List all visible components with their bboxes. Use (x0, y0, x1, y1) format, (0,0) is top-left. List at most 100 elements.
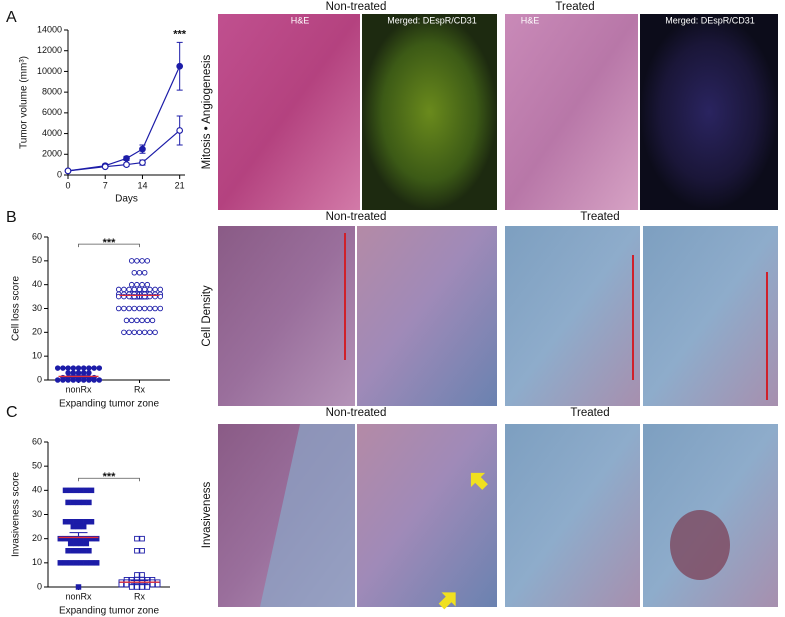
data-point (86, 370, 92, 376)
data-point (57, 560, 64, 566)
data-point (78, 519, 84, 525)
data-point (139, 145, 146, 153)
arrow-icon (470, 472, 488, 490)
data-point (96, 365, 103, 371)
data-point (60, 377, 66, 383)
data-point (91, 377, 97, 383)
y-tick-label: 10 (32, 351, 42, 361)
data-point (78, 540, 84, 547)
data-point (128, 584, 135, 590)
data-point (67, 560, 74, 566)
data-point (73, 487, 79, 494)
y-tick-label: 40 (32, 485, 42, 495)
data-point (154, 581, 161, 588)
x-axis-label: Days (115, 194, 138, 205)
data-point (134, 572, 140, 578)
data-point (144, 584, 151, 590)
data-point (136, 286, 143, 293)
panel-letter: A (6, 9, 17, 26)
data-point (147, 286, 153, 293)
y-tick-label: 50 (32, 255, 42, 265)
x-tick-label: 7 (103, 180, 108, 190)
data-point (123, 317, 130, 324)
data-point (93, 535, 100, 542)
data-point (144, 281, 151, 288)
data-point (88, 487, 95, 494)
y-axis-label: Cell loss score (11, 276, 22, 341)
data-point (115, 286, 122, 293)
data-point (62, 560, 69, 566)
data-point (126, 286, 132, 293)
data-point (70, 499, 77, 506)
data-point (67, 487, 74, 494)
data-point (131, 286, 138, 293)
data-point (65, 365, 71, 371)
data-point (134, 584, 140, 590)
data-point (93, 560, 100, 566)
data-point (152, 305, 158, 312)
data-point (157, 286, 164, 293)
y-tick-label: 20 (32, 327, 42, 337)
micrograph (357, 424, 497, 607)
image-label: H&E (291, 15, 310, 25)
data-point (134, 548, 140, 554)
x-tick-label: 14 (137, 180, 147, 190)
data-point (80, 523, 87, 530)
data-point (136, 305, 143, 312)
micrograph (357, 226, 497, 406)
data-point (141, 286, 148, 293)
data-point (149, 317, 156, 324)
series-line (67, 66, 181, 172)
data-point (75, 365, 82, 371)
data-point (147, 305, 153, 312)
y-tick-label: 60 (32, 231, 42, 241)
group-header: Treated (580, 211, 619, 223)
data-point (75, 370, 82, 376)
data-point (80, 370, 87, 376)
data-point (101, 163, 109, 171)
y-axis-label: Tumor volume (mm³) (19, 56, 30, 149)
data-point (78, 487, 84, 494)
data-point (65, 370, 71, 376)
data-point (96, 377, 103, 383)
y-tick-label: 0 (37, 581, 42, 591)
data-point (121, 329, 127, 336)
significance: *** (103, 237, 117, 249)
data-point (62, 519, 69, 525)
data-point (73, 560, 79, 566)
data-point (128, 281, 135, 288)
group-header: Treated (555, 1, 594, 13)
significance: *** (173, 28, 187, 40)
data-point (131, 329, 138, 336)
row-label: Invasiveness (201, 482, 213, 549)
x-axis-label: Expanding tumor zone (59, 606, 160, 617)
y-tick-label: 0 (57, 169, 62, 179)
data-point (62, 535, 69, 542)
data-point (88, 519, 95, 525)
vessel (670, 510, 730, 580)
group-header: Non-treated (326, 211, 387, 223)
y-axis-label: Invasiveness score (11, 472, 22, 557)
data-point (123, 161, 130, 168)
data-point (83, 519, 90, 525)
y-tick-label: 60 (32, 436, 42, 446)
data-point (73, 540, 79, 547)
data-point (126, 329, 132, 336)
data-point (88, 560, 95, 566)
data-point (70, 548, 77, 554)
data-point (54, 365, 61, 371)
y-tick-label: 2000 (42, 149, 62, 159)
y-tick-label: 4000 (42, 128, 62, 138)
micrograph (218, 226, 355, 406)
data-point (70, 377, 77, 383)
data-point (176, 62, 184, 70)
bracket (78, 477, 140, 482)
row-label: Mitosis • Angiogenesis (201, 54, 213, 169)
y-tick-label: 6000 (42, 107, 62, 117)
data-point (83, 540, 90, 547)
y-tick-label: 40 (32, 279, 42, 289)
arrow-icon (438, 592, 456, 610)
data-point (139, 281, 145, 288)
data-point (70, 370, 77, 376)
